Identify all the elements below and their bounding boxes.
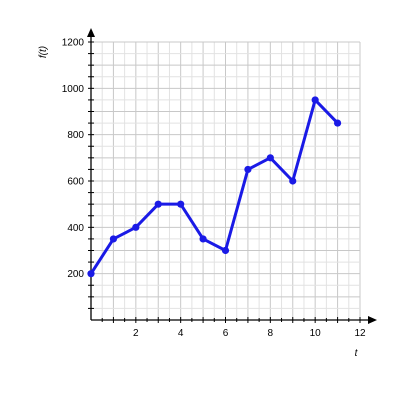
data-point (154, 200, 162, 208)
x-tick-label: 6 (223, 328, 229, 339)
data-point (244, 165, 252, 174)
data-point (311, 96, 319, 104)
x-tick-label: 10 (310, 328, 322, 339)
data-point (221, 246, 230, 255)
y-tick-label: 1000 (62, 84, 85, 95)
y-tick-label: 800 (67, 130, 84, 141)
data-point (333, 119, 342, 127)
data-point (177, 200, 185, 208)
data-point (266, 154, 274, 162)
y-tick-label: 200 (67, 269, 84, 280)
y-tick-label: 400 (67, 223, 84, 234)
series-line (89, 98, 340, 276)
y-axis-label: f(t) (38, 46, 49, 58)
y-tick-label: 1200 (62, 38, 85, 49)
x-axis-label: t (355, 348, 359, 359)
grid (91, 41, 361, 320)
data-point (109, 235, 118, 243)
x-axis-arrow-icon (368, 316, 377, 324)
data-point (132, 223, 140, 231)
x-tick-label: 4 (178, 328, 184, 339)
data-point (199, 235, 207, 243)
x-tick-label: 12 (354, 328, 366, 339)
tick-labels: 2 4 6 8 10 12 200 400 600 800 1000 1200 (62, 38, 366, 340)
y-tick-label: 600 (67, 177, 84, 188)
x-tick-label: 8 (268, 328, 274, 339)
axes (87, 28, 377, 324)
series (87, 96, 342, 278)
data-point (289, 177, 297, 185)
y-axis-arrow-icon (87, 28, 95, 37)
x-tick-label: 2 (133, 328, 139, 339)
data-point (87, 270, 95, 278)
